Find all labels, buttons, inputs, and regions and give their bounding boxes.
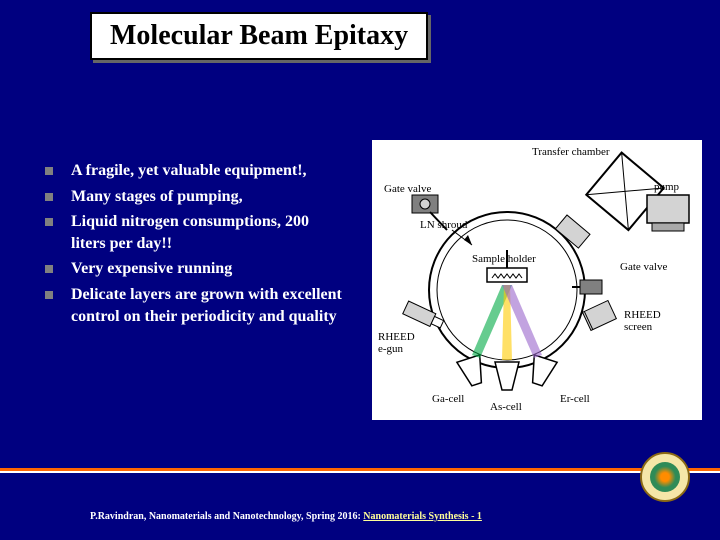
label-gate-valve-left: Gate valve <box>384 183 431 195</box>
bullet-text: Liquid nitrogen consumptions, 200 liters… <box>71 211 345 254</box>
label-gate-valve-right: Gate valve <box>620 261 667 273</box>
ga-cell-shape <box>457 355 488 388</box>
bullet-icon <box>45 193 53 201</box>
bullet-list: A fragile, yet valuable equipment!, Many… <box>45 160 345 331</box>
er-cell-shape <box>526 355 557 388</box>
list-item: Liquid nitrogen consumptions, 200 liters… <box>45 211 345 254</box>
label-ga-cell: Ga-cell <box>432 393 464 405</box>
list-item: Delicate layers are grown with excellent… <box>45 284 345 327</box>
footer-citation: P.Ravindran, Nanomaterials and Nanotechn… <box>90 511 482 522</box>
bullet-text: Many stages of pumping, <box>71 186 243 208</box>
divider-white <box>0 471 720 473</box>
mbe-schematic-diagram: Transfer chamber pump Gate valve Gate va… <box>372 140 702 420</box>
label-rheed-egun: RHEEDe-gun <box>378 331 415 355</box>
label-ln-shroud: LN shroud <box>420 219 468 231</box>
logo-inner-icon <box>650 462 680 492</box>
bullet-text: A fragile, yet valuable equipment!, <box>71 160 307 182</box>
label-pump: pump <box>654 181 680 193</box>
label-as-cell: As-cell <box>490 401 522 413</box>
bullet-icon <box>45 265 53 273</box>
bullet-text: Very expensive running <box>71 258 232 280</box>
bullet-text: Delicate layers are grown with excellent… <box>71 284 345 327</box>
institution-logo <box>640 452 690 502</box>
label-transfer-chamber: Transfer chamber <box>532 146 610 158</box>
bullet-icon <box>45 291 53 299</box>
list-item: A fragile, yet valuable equipment!, <box>45 160 345 182</box>
list-item: Many stages of pumping, <box>45 186 345 208</box>
footer-link: Nanomaterials Synthesis - 1 <box>363 511 482 522</box>
label-sample-holder: Sample holder <box>472 253 536 265</box>
bullet-icon <box>45 167 53 175</box>
label-rheed-screen: RHEEDscreen <box>624 309 661 333</box>
bullet-icon <box>45 218 53 226</box>
as-cell-shape <box>495 362 519 390</box>
slide-title: Molecular Beam Epitaxy <box>90 12 428 60</box>
list-item: Very expensive running <box>45 258 345 280</box>
label-er-cell: Er-cell <box>560 393 590 405</box>
footer-prefix: P.Ravindran, Nanomaterials and Nanotechn… <box>90 511 363 522</box>
